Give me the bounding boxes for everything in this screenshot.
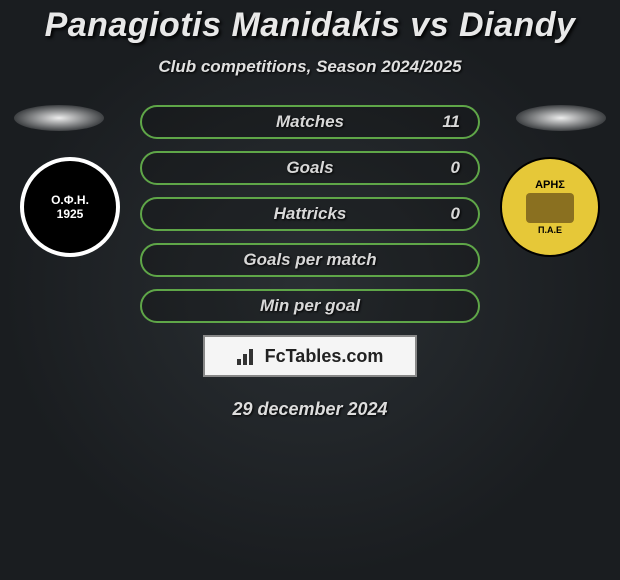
stat-row-gpm: Goals per match	[140, 243, 480, 277]
stat-row-matches: Matches 11	[140, 105, 480, 139]
stat-label: Hattricks	[274, 204, 347, 224]
stat-value-right: 0	[451, 158, 460, 178]
branding-box[interactable]: FcTables.com	[203, 335, 417, 377]
stat-row-hattricks: Hattricks 0	[140, 197, 480, 231]
stat-label: Goals per match	[243, 250, 376, 270]
stat-row-mpg: Min per goal	[140, 289, 480, 323]
badge-left-text: Ο.Φ.Η. 1925	[51, 193, 89, 222]
spotlight-right	[516, 105, 606, 131]
stat-label: Min per goal	[260, 296, 360, 316]
spotlight-left	[14, 105, 104, 131]
club-badge-left: Ο.Φ.Η. 1925	[20, 157, 120, 257]
content-area: Ο.Φ.Η. 1925 ΑΡΗΣ Π.Α.Ε Matches 11 Goals …	[0, 105, 620, 420]
bar-chart-icon	[237, 347, 259, 365]
badge-right-bottom: Π.Α.Ε	[538, 225, 562, 235]
page-title: Panagiotis Manidakis vs Diandy	[0, 0, 620, 45]
stat-label: Goals	[286, 158, 333, 178]
stat-label: Matches	[276, 112, 344, 132]
badge-right-top: ΑΡΗΣ	[535, 179, 565, 191]
badge-left-line2: 1925	[51, 207, 89, 221]
stat-value-right: 11	[442, 112, 460, 132]
stats-list: Matches 11 Goals 0 Hattricks 0 Goals per…	[140, 105, 480, 323]
subtitle: Club competitions, Season 2024/2025	[0, 57, 620, 77]
badge-left-line1: Ο.Φ.Η.	[51, 193, 89, 207]
stat-row-goals: Goals 0	[140, 151, 480, 185]
branding-text: FcTables.com	[265, 346, 384, 367]
club-badge-right: ΑΡΗΣ Π.Α.Ε	[500, 157, 600, 257]
stat-value-right: 0	[451, 204, 460, 224]
footer-date: 29 december 2024	[0, 399, 620, 420]
badge-right-figure	[526, 193, 574, 223]
